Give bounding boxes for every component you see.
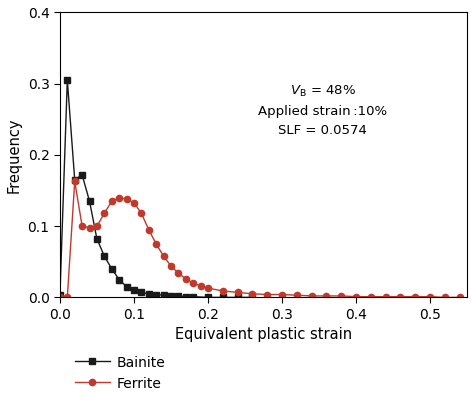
Bainite [72,177,78,182]
Ferrite [87,225,92,230]
X-axis label: Equivalent plastic strain: Equivalent plastic strain [175,328,352,342]
Ferrite [191,281,196,286]
Ferrite [442,295,447,300]
Bainite [94,237,100,242]
Ferrite [153,242,159,247]
Legend: Bainite, Ferrite: Bainite, Ferrite [75,356,165,391]
Bainite [161,293,166,298]
Ferrite [138,211,144,216]
Bainite [146,291,152,296]
Bainite [138,290,144,295]
Ferrite [294,293,300,298]
Ferrite [205,286,211,291]
Ferrite [161,254,166,259]
Ferrite [64,295,70,300]
Ferrite [324,294,329,299]
Ferrite [94,224,100,229]
Line: Bainite: Bainite [57,77,255,301]
Ferrite [235,290,240,295]
Bainite [235,295,240,300]
Ferrite [338,294,344,299]
Bainite [183,294,189,299]
Ferrite [72,179,78,184]
Ferrite [368,294,374,299]
Bainite [168,294,174,299]
Bainite [175,294,181,299]
Ferrite [175,271,181,275]
Y-axis label: Frequency: Frequency [7,117,22,192]
Ferrite [198,283,203,288]
Text: $V$$_\mathregular{B}$ = 48%
Applied strain :10%
SLF = 0.0574: $V$$_\mathregular{B}$ = 48% Applied stra… [258,84,387,137]
Ferrite [101,211,107,216]
Bainite [57,293,63,298]
Ferrite [383,294,389,299]
Ferrite [249,291,255,296]
Ferrite [109,199,115,204]
Ferrite [146,227,152,232]
Ferrite [264,292,270,297]
Bainite [101,254,107,259]
Bainite [64,78,70,83]
Line: Ferrite: Ferrite [57,178,463,301]
Bainite [87,199,92,204]
Ferrite [168,263,174,268]
Ferrite [79,224,85,229]
Ferrite [131,200,137,205]
Ferrite [116,195,122,200]
Ferrite [279,292,285,297]
Ferrite [57,295,63,300]
Bainite [191,294,196,299]
Ferrite [124,197,129,202]
Bainite [249,295,255,300]
Ferrite [353,294,359,299]
Ferrite [457,295,463,300]
Bainite [131,288,137,293]
Bainite [116,277,122,282]
Bainite [205,295,211,300]
Ferrite [220,288,226,293]
Bainite [124,284,129,289]
Ferrite [427,294,433,299]
Ferrite [183,276,189,281]
Ferrite [309,294,314,299]
Ferrite [398,294,403,299]
Bainite [79,172,85,177]
Bainite [153,292,159,297]
Ferrite [412,294,418,299]
Bainite [220,295,226,300]
Bainite [109,266,115,271]
